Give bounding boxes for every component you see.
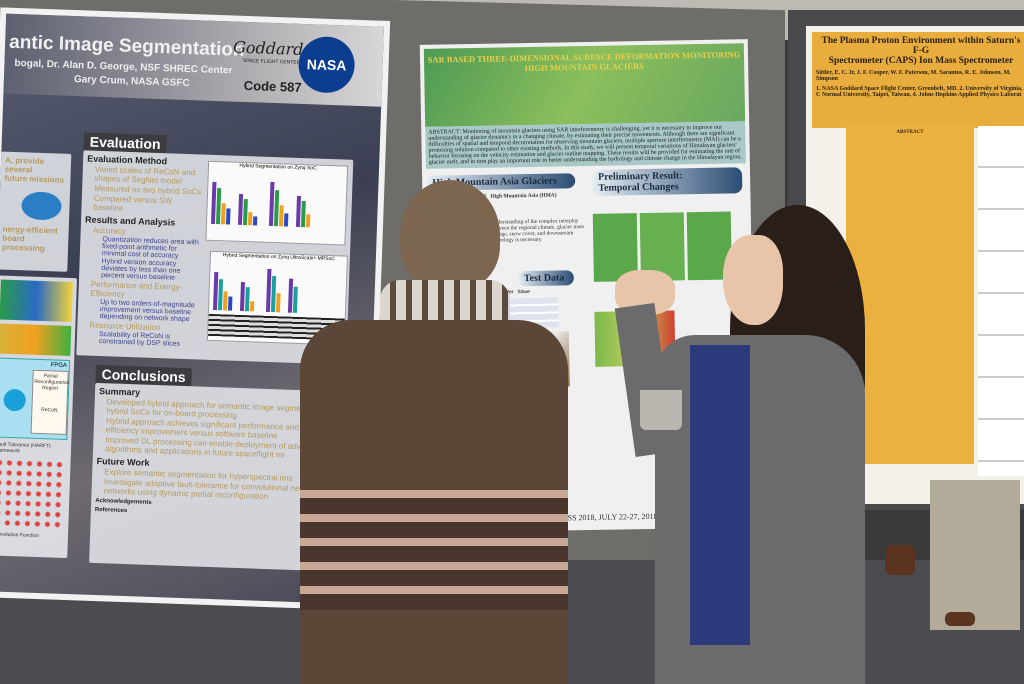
poster-affiliations: 1. NASA Goddard Space Flight Center, Gre… (816, 86, 1023, 98)
sweater (300, 320, 568, 684)
partial-reconfiguration-label: Partial Reconfiguration Region (34, 373, 70, 392)
performance-item: Performance and Energy-Efficiency (90, 279, 183, 299)
poster-banner: SAR BASED THREE-DIMENSIONAL SURFACE DEFO… (423, 43, 746, 127)
accuracy-detail: Quantization reduces area with fixed-poi… (101, 236, 199, 260)
fpga-label: FPGA (50, 362, 68, 369)
left-text: board processing (1, 233, 45, 254)
resource-detail: Scalability of ReCoN is constrained by D… (98, 331, 181, 348)
method-item: Compared versus SW baseline (93, 193, 173, 213)
cardigan (655, 335, 865, 684)
poster-title: The Plasma Proton Environment within Sat… (821, 36, 1021, 56)
shoe (945, 612, 975, 626)
face (723, 235, 783, 325)
recon-circle (3, 388, 27, 412)
partial-reconfiguration-box: Partial Reconfiguration Region ReCoN (30, 369, 70, 435)
person-legs-background (930, 480, 1020, 630)
left-column-panel: A, provide several future missions nergy… (0, 151, 72, 272)
poster-authors: Sittler, E. C. Jr, J. F. Cooper, W. F. P… (816, 70, 1011, 82)
method-item: Varied scales of ReCoN and shapes of Seg… (94, 164, 196, 186)
section-heading: Preliminary Result: Temporal Changes (591, 167, 743, 196)
accuracy-detail: Hybrid version accuracy deviates by less… (100, 258, 181, 282)
left-text: A, provide several (4, 155, 45, 175)
network-model-image (0, 323, 72, 357)
recon-label: ReCoN (41, 407, 58, 414)
plots-column (978, 126, 1024, 476)
diagram-panel: FPGA Partial Reconfiguration Region ReCo… (0, 275, 78, 559)
head (400, 180, 500, 290)
fpga-diagram: FPGA Partial Reconfiguration Region ReCo… (0, 357, 71, 440)
abstract: ABSTRACT: Monitoring of mountain glacier… (425, 121, 746, 169)
performance-detail: Up to two orders-of-magnitude improvemen… (99, 299, 195, 324)
segmentation-image (0, 279, 73, 323)
left-text: future missions (4, 173, 65, 185)
person-man (300, 180, 568, 684)
sweater-stripes (300, 490, 568, 610)
goddard-logo: Goddard (232, 37, 304, 59)
abstract-panel: ABSTRACT (846, 124, 974, 464)
framework-caption: Fault Tolerance (HARFT) Framework (0, 441, 51, 455)
shoe (885, 545, 915, 575)
convolution-diagram (0, 457, 67, 530)
code-label: Code 587 (243, 77, 302, 95)
brain-icon (21, 191, 62, 221)
convolution-caption: Convolution Function (0, 531, 40, 540)
abstract-heading: ABSTRACT (896, 130, 924, 135)
person-woman (614, 205, 870, 684)
coffee-cup (640, 390, 682, 430)
poster-banner: The Plasma Proton Environment within Sat… (812, 32, 1024, 128)
shirt (690, 345, 750, 645)
poster-title-2: Spectrometer (CAPS) Ion Mass Spectromete… (828, 56, 1014, 66)
